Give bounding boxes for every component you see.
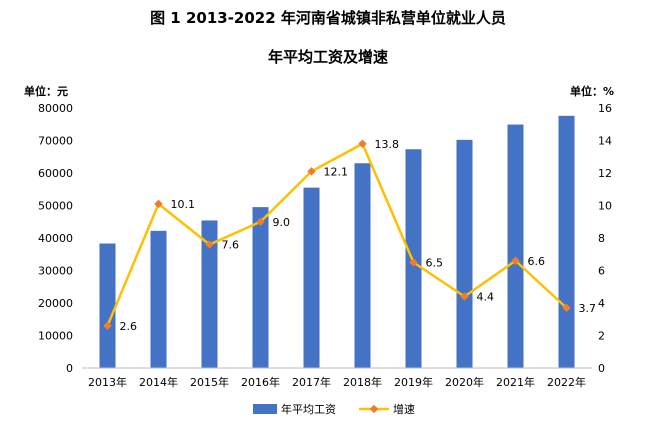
bar — [303, 187, 320, 368]
bar-series — [99, 115, 575, 368]
x-tick-label: 2018年 — [343, 375, 382, 389]
left-tick-label: 70000 — [38, 135, 73, 148]
line-marker — [358, 139, 367, 148]
bar — [150, 230, 167, 368]
bar — [507, 124, 524, 368]
x-tick-label: 2013年 — [88, 375, 127, 389]
left-tick-label: 60000 — [38, 167, 73, 180]
data-label: 3.7 — [579, 302, 597, 315]
line-marker — [103, 321, 112, 330]
x-tick-label: 2014年 — [139, 375, 178, 389]
line-data-labels: 2.6 10.1 7.6 9.0 12.1 13.8 6.5 4.4 6.6 3.7 — [120, 138, 597, 333]
data-label: 2.6 — [120, 320, 138, 333]
left-tick-label: 40000 — [38, 232, 73, 245]
x-tick-label: 2021年 — [496, 375, 535, 389]
line-series — [103, 139, 571, 330]
line-marker — [256, 217, 265, 226]
right-tick-label: 14 — [598, 135, 612, 148]
bar — [99, 243, 116, 368]
line-marker — [409, 258, 418, 267]
data-label: 12.1 — [324, 165, 349, 178]
right-tick-label: 10 — [598, 200, 612, 213]
bar — [201, 220, 218, 368]
x-tick-label: 2017年 — [292, 375, 331, 389]
legend-label-line: 增速 — [393, 402, 415, 416]
line-marker — [460, 292, 469, 301]
data-label: 10.1 — [171, 198, 196, 211]
growth-line — [106, 142, 568, 327]
right-tick-label: 16 — [598, 102, 612, 115]
bar — [252, 207, 269, 368]
right-tick-label: 6 — [598, 265, 605, 278]
line-marker — [205, 240, 214, 249]
left-axis-ticks: 0 10000 20000 30000 40000 50000 60000 70000 8000… — [38, 102, 73, 375]
bar — [354, 163, 371, 368]
right-tick-label: 12 — [598, 167, 612, 180]
data-label: 4.4 — [477, 291, 495, 304]
x-tick-label: 2020年 — [445, 375, 484, 389]
left-axis-unit: 单位：元 — [24, 84, 68, 98]
left-tick-label: 50000 — [38, 200, 73, 213]
left-tick-label: 20000 — [38, 297, 73, 310]
data-label: 9.0 — [273, 216, 291, 229]
data-label: 13.8 — [375, 138, 400, 151]
left-tick-label: 30000 — [38, 265, 73, 278]
left-tick-label: 10000 — [38, 330, 73, 343]
right-tick-label: 0 — [598, 362, 605, 375]
line-marker — [307, 167, 316, 176]
x-axis-ticks: 2013年 2014年 2015年 2016年 2017年 2018年 2019年 2020年… — [88, 375, 586, 389]
line-marker — [562, 303, 571, 313]
right-tick-label: 4 — [598, 297, 605, 310]
legend-swatch-bar — [253, 404, 277, 414]
line-marker — [511, 256, 520, 265]
legend-swatch-marker — [369, 404, 379, 414]
chart-subtitle: 年平均工资及增速 — [268, 48, 388, 66]
x-tick-label: 2019年 — [394, 375, 433, 389]
legend: 年平均工资 增速 — [253, 402, 415, 416]
x-tick-label: 2022年 — [547, 375, 586, 389]
bar — [558, 115, 575, 368]
data-label: 7.6 — [222, 239, 240, 252]
right-axis-ticks: 0 2 4 6 8 10 12 14 16 — [598, 102, 612, 375]
right-axis-unit: 单位：% — [570, 84, 614, 98]
data-label: 6.6 — [528, 255, 546, 268]
legend-label-bar: 年平均工资 — [281, 402, 336, 416]
left-tick-label: 0 — [66, 362, 73, 375]
x-tick-label: 2015年 — [190, 375, 229, 389]
line-marker — [154, 199, 163, 209]
left-tick-label: 80000 — [38, 102, 73, 115]
x-tick-label: 2016年 — [241, 375, 280, 389]
chart-title: 图 1 2013-2022 年河南省城镇非私营单位就业人员 — [150, 9, 506, 27]
bar — [456, 139, 473, 368]
right-tick-label: 2 — [598, 330, 605, 343]
right-tick-label: 8 — [598, 232, 605, 245]
data-label: 6.5 — [426, 256, 444, 269]
